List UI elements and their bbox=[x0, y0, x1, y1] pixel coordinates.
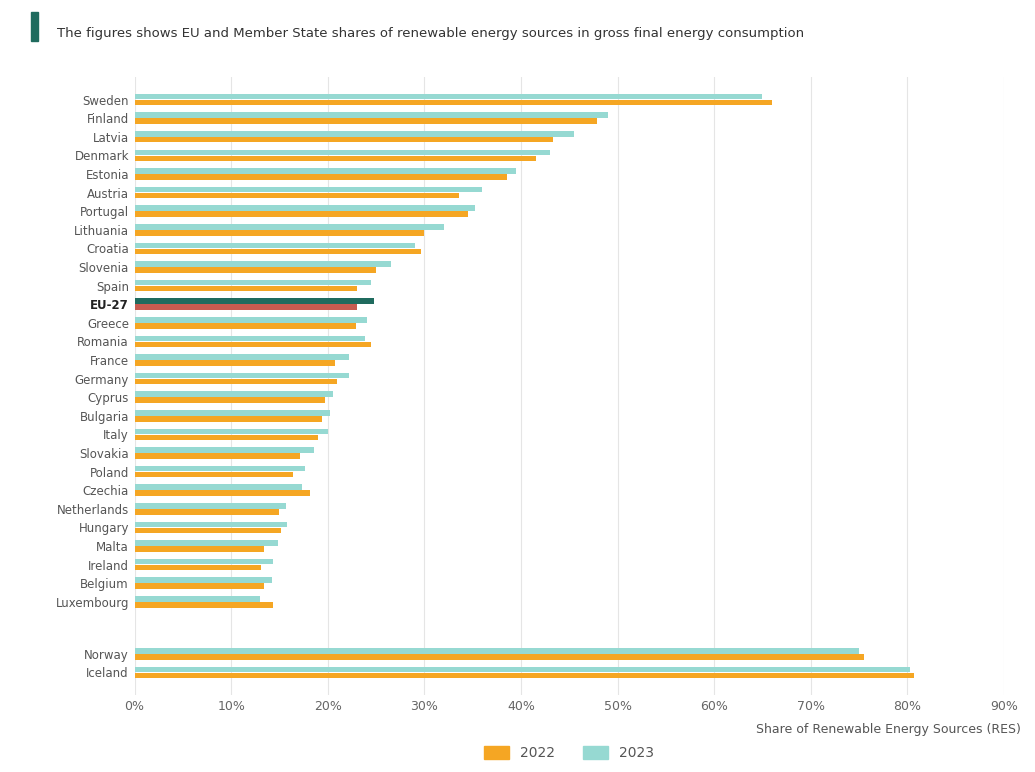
Bar bbox=[135, 546, 264, 552]
Bar bbox=[135, 242, 415, 248]
Bar bbox=[135, 447, 315, 453]
Legend: 2022, 2023: 2022, 2023 bbox=[479, 740, 659, 766]
Bar bbox=[135, 379, 337, 384]
Bar bbox=[135, 131, 574, 137]
Bar bbox=[135, 286, 357, 291]
Bar bbox=[135, 596, 260, 601]
Bar bbox=[135, 373, 349, 378]
Bar bbox=[135, 559, 272, 564]
Bar bbox=[135, 466, 304, 472]
Bar bbox=[135, 100, 772, 105]
Bar bbox=[135, 361, 334, 366]
Bar bbox=[135, 249, 421, 254]
Bar bbox=[135, 577, 272, 583]
Bar bbox=[135, 317, 367, 323]
Bar bbox=[135, 168, 516, 174]
Bar bbox=[135, 654, 864, 659]
Bar bbox=[135, 193, 460, 198]
Bar bbox=[135, 484, 301, 490]
Bar bbox=[135, 341, 372, 347]
Bar bbox=[135, 428, 328, 434]
Bar bbox=[135, 261, 390, 267]
Bar bbox=[135, 565, 261, 571]
Bar bbox=[135, 416, 322, 422]
Bar bbox=[135, 267, 376, 273]
Bar bbox=[135, 118, 597, 124]
Bar bbox=[135, 354, 349, 360]
Bar bbox=[135, 584, 264, 589]
Bar bbox=[135, 453, 300, 459]
Bar bbox=[135, 336, 365, 341]
Bar bbox=[135, 472, 293, 477]
Bar bbox=[135, 398, 325, 403]
Bar bbox=[135, 672, 914, 679]
Bar bbox=[135, 299, 374, 304]
Bar bbox=[135, 435, 318, 440]
Bar bbox=[135, 602, 272, 608]
Bar bbox=[135, 540, 277, 546]
Bar bbox=[135, 224, 444, 229]
Bar bbox=[135, 155, 536, 161]
Bar bbox=[135, 174, 507, 180]
Bar bbox=[135, 522, 287, 527]
Bar bbox=[135, 279, 372, 286]
Bar bbox=[135, 527, 282, 533]
Bar bbox=[135, 304, 357, 310]
Bar bbox=[135, 323, 356, 329]
Bar bbox=[135, 113, 608, 118]
Bar bbox=[135, 205, 475, 211]
X-axis label: Share of Renewable Energy Sources (RES): Share of Renewable Energy Sources (RES) bbox=[757, 723, 1022, 736]
Bar bbox=[135, 503, 287, 509]
Bar bbox=[135, 137, 553, 143]
Bar bbox=[135, 410, 330, 415]
Bar bbox=[135, 391, 332, 397]
Bar bbox=[135, 509, 279, 515]
Bar bbox=[135, 490, 310, 496]
Bar bbox=[135, 230, 424, 235]
Text: The figures shows EU and Member State shares of renewable energy sources in gros: The figures shows EU and Member State sh… bbox=[57, 27, 804, 40]
Bar bbox=[135, 93, 763, 100]
Bar bbox=[135, 667, 910, 672]
Bar bbox=[135, 187, 482, 192]
Bar bbox=[135, 212, 468, 217]
Bar bbox=[135, 150, 550, 155]
Bar bbox=[135, 648, 859, 654]
